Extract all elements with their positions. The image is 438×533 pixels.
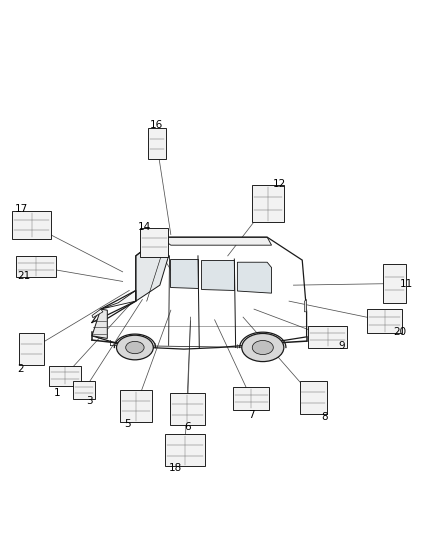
Bar bbox=[233, 387, 269, 410]
Ellipse shape bbox=[126, 341, 144, 354]
Bar bbox=[12, 211, 51, 239]
Text: 14: 14 bbox=[138, 222, 151, 231]
Ellipse shape bbox=[242, 334, 284, 361]
Text: 1: 1 bbox=[53, 389, 60, 398]
Bar bbox=[16, 256, 56, 277]
Text: 21: 21 bbox=[18, 271, 31, 281]
Text: 3: 3 bbox=[86, 396, 93, 406]
Bar bbox=[308, 326, 347, 348]
Polygon shape bbox=[92, 309, 107, 338]
Polygon shape bbox=[92, 309, 103, 318]
Text: 6: 6 bbox=[184, 423, 191, 432]
Bar bbox=[165, 434, 205, 466]
Bar bbox=[300, 381, 327, 414]
Text: 9: 9 bbox=[338, 342, 345, 351]
Bar bbox=[148, 128, 166, 159]
Bar bbox=[367, 309, 402, 333]
Text: 16: 16 bbox=[150, 120, 163, 130]
Polygon shape bbox=[136, 237, 169, 301]
Ellipse shape bbox=[252, 341, 273, 354]
Polygon shape bbox=[101, 290, 136, 309]
Polygon shape bbox=[170, 259, 198, 288]
Text: 5: 5 bbox=[124, 419, 131, 429]
Text: 17: 17 bbox=[14, 204, 28, 214]
Text: 12: 12 bbox=[273, 179, 286, 189]
Text: 7: 7 bbox=[248, 410, 255, 419]
Text: 2: 2 bbox=[18, 364, 25, 374]
Bar bbox=[19, 333, 44, 365]
Bar bbox=[383, 264, 406, 303]
Bar bbox=[252, 185, 284, 222]
Bar bbox=[49, 366, 81, 386]
Text: 8: 8 bbox=[321, 412, 328, 422]
Text: 18: 18 bbox=[169, 463, 182, 473]
Text: 11: 11 bbox=[400, 279, 413, 288]
Bar bbox=[120, 390, 152, 422]
Polygon shape bbox=[304, 300, 307, 312]
Polygon shape bbox=[201, 260, 234, 290]
Bar bbox=[140, 228, 168, 257]
Polygon shape bbox=[237, 262, 272, 293]
Ellipse shape bbox=[117, 335, 153, 360]
Bar bbox=[73, 381, 95, 399]
Polygon shape bbox=[160, 237, 272, 245]
Bar bbox=[170, 393, 205, 425]
Text: 20: 20 bbox=[393, 327, 406, 336]
